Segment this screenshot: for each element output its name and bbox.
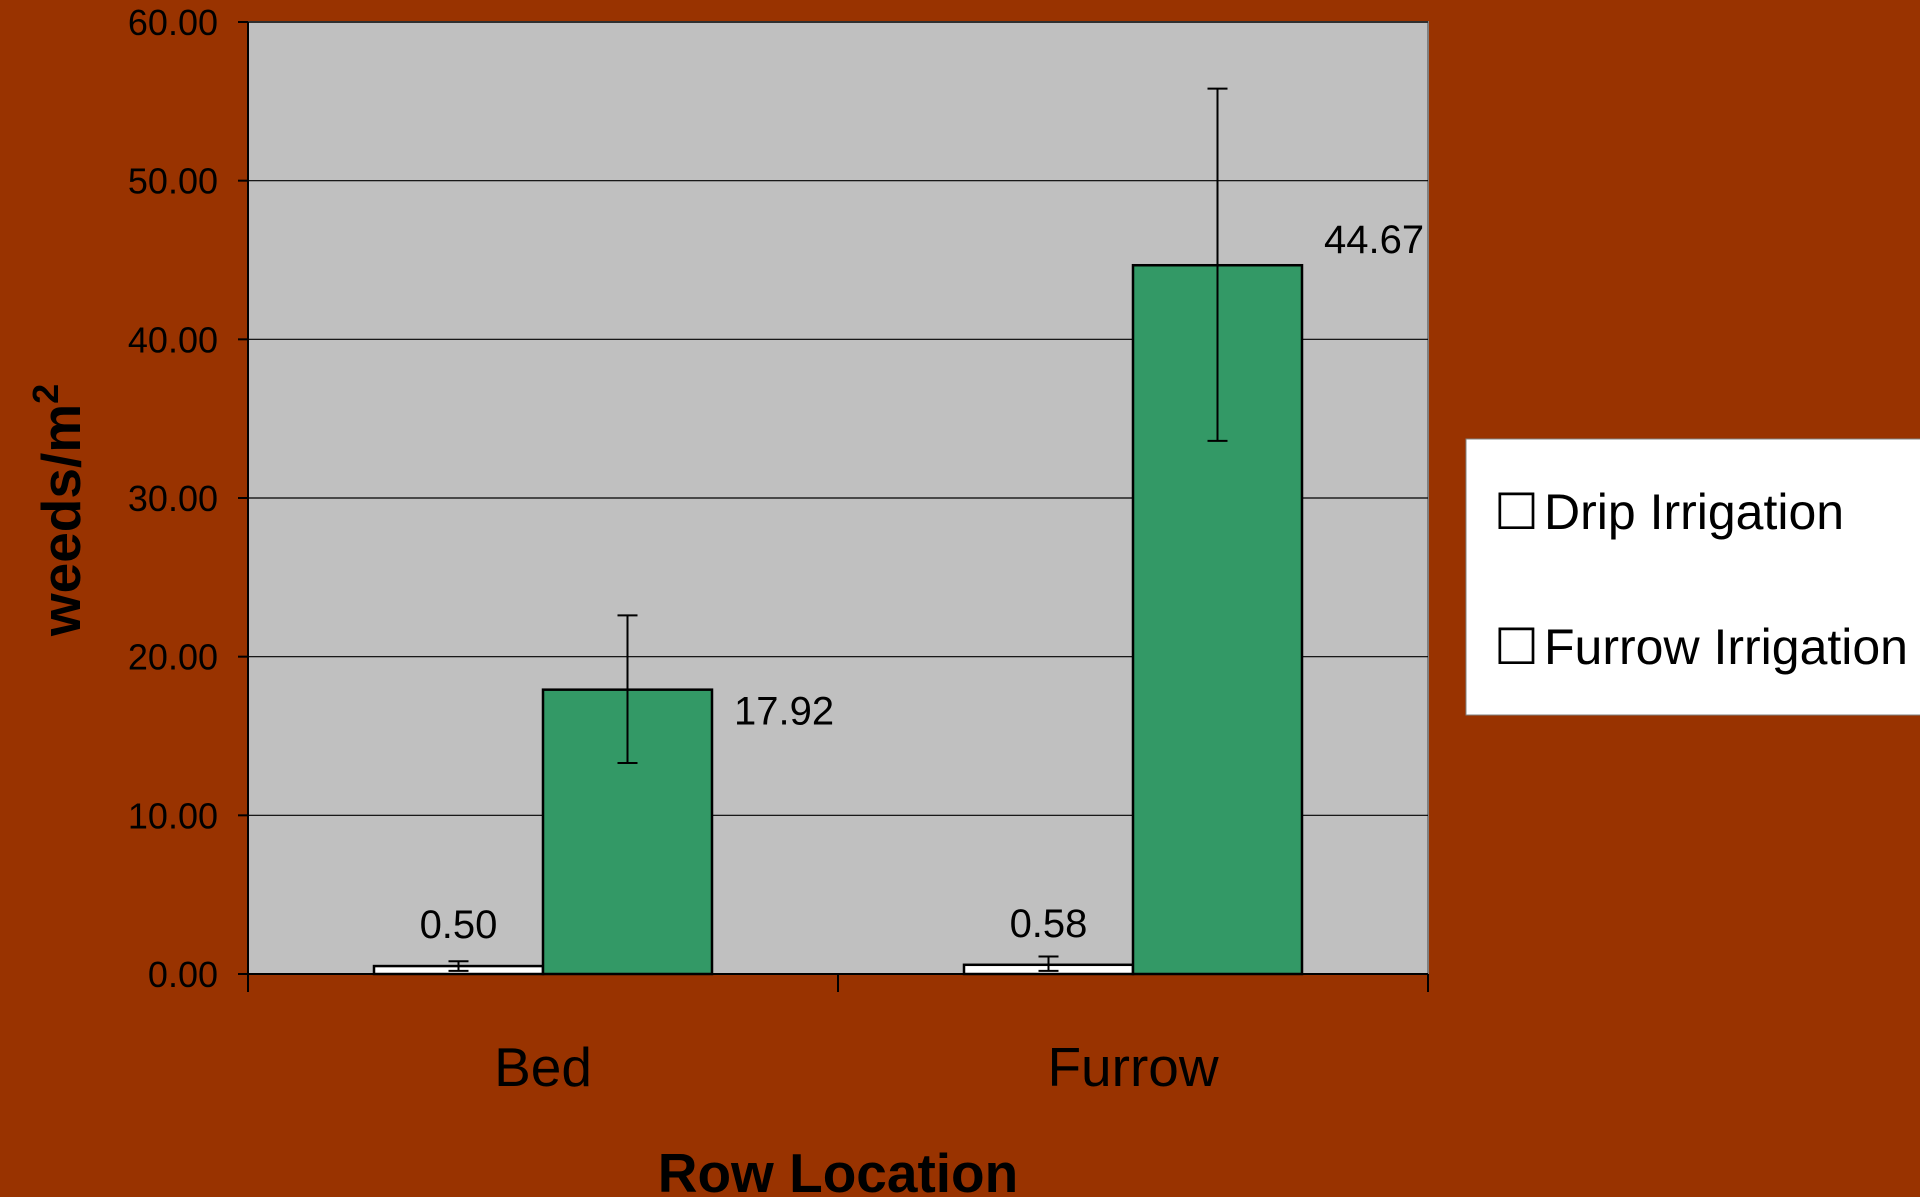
y-axis-title-superscript: 2	[25, 384, 66, 404]
legend-label-drip: Drip Irrigation	[1544, 484, 1844, 540]
y-tick-label: 30.00	[128, 478, 218, 519]
axes	[238, 21, 1429, 992]
legend-item-drip: ☐ Drip Irrigation	[1494, 484, 1844, 540]
x-tick-labels: Bed Furrow	[494, 1036, 1219, 1098]
bar	[1131, 263, 1304, 976]
data-label: 17.92	[734, 690, 834, 734]
y-tick-labels: 0.00 10.00 20.00 30.00 40.00 50.00 60.00	[128, 2, 218, 995]
data-labels: 0.50 17.92 0.58 44.67	[420, 218, 1425, 947]
legend-marker-drip-icon: ☐	[1494, 484, 1539, 540]
legend-box	[1465, 438, 1920, 716]
x-axis-title: Row Location	[658, 1142, 1019, 1197]
legend: ☐ Drip Irrigation ☐ Furrow Irrigation	[1465, 438, 1920, 716]
y-tick-label: 40.00	[128, 319, 218, 360]
legend-marker-furrow-icon: ☐	[1494, 619, 1539, 675]
y-tick-label: 50.00	[128, 161, 218, 202]
data-label: 44.67	[1324, 218, 1424, 262]
x-tick-label: Furrow	[1047, 1036, 1218, 1098]
y-tick-label: 0.00	[148, 954, 218, 995]
error-bars	[448, 87, 1228, 972]
data-label: 0.58	[1010, 902, 1088, 946]
y-tick-label: 60.00	[128, 2, 218, 43]
y-axis-title: weeds/m2	[25, 384, 92, 637]
data-label: 0.50	[420, 903, 498, 947]
y-axis-title-text: weeds/m	[30, 404, 92, 637]
legend-item-furrow: ☐ Furrow Irrigation	[1494, 619, 1908, 675]
legend-label-furrow: Furrow Irrigation	[1544, 619, 1908, 675]
y-tick-label: 20.00	[128, 637, 218, 678]
x-tick-label: Bed	[494, 1036, 592, 1098]
y-tick-label: 10.00	[128, 795, 218, 836]
